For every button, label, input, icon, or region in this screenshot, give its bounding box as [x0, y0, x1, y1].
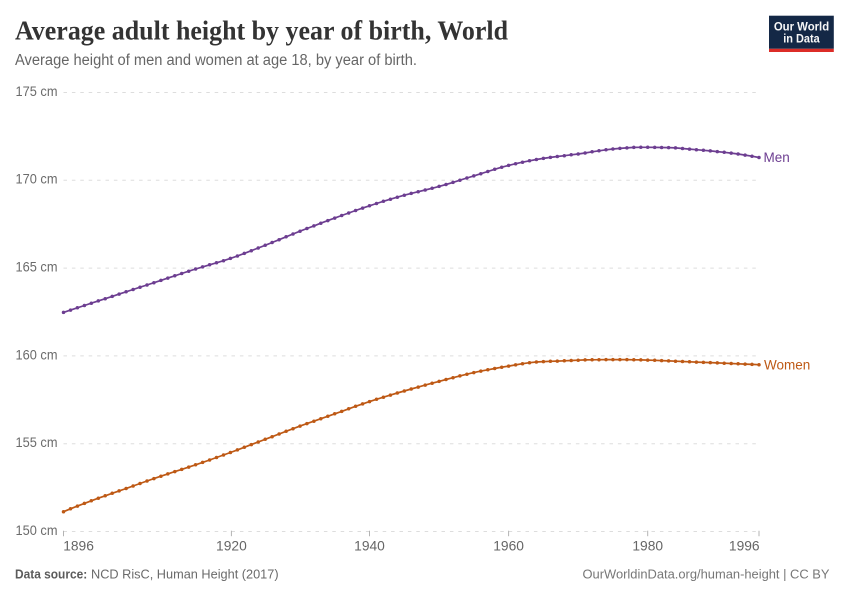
svg-text:NCD RisC, Human Height (2017): NCD RisC, Human Height (2017)	[91, 567, 279, 582]
svg-text:150 cm: 150 cm	[16, 523, 58, 538]
svg-text:1996: 1996	[729, 538, 760, 553]
svg-text:175 cm: 175 cm	[16, 84, 58, 99]
svg-text:170 cm: 170 cm	[16, 172, 58, 187]
svg-text:in Data: in Data	[783, 31, 820, 45]
svg-text:155 cm: 155 cm	[16, 435, 58, 450]
svg-text:1940: 1940	[354, 538, 385, 553]
svg-text:Data source:: Data source:	[15, 567, 87, 582]
svg-text:1980: 1980	[632, 538, 663, 553]
svg-text:1896: 1896	[63, 538, 94, 553]
svg-text:OurWorldinData.org/human-heigh: OurWorldinData.org/human-height | CC BY	[583, 567, 830, 582]
svg-text:Average adult height by year o: Average adult height by year of birth, W…	[15, 15, 509, 46]
svg-text:Men: Men	[764, 150, 790, 165]
svg-text:Women: Women	[764, 358, 810, 373]
svg-text:165 cm: 165 cm	[16, 260, 58, 275]
svg-text:160 cm: 160 cm	[16, 347, 58, 362]
svg-text:Average height of men and wome: Average height of men and women at age 1…	[15, 52, 417, 69]
svg-text:1920: 1920	[216, 538, 247, 553]
svg-text:1960: 1960	[493, 538, 524, 553]
svg-text:Our World: Our World	[774, 19, 829, 33]
